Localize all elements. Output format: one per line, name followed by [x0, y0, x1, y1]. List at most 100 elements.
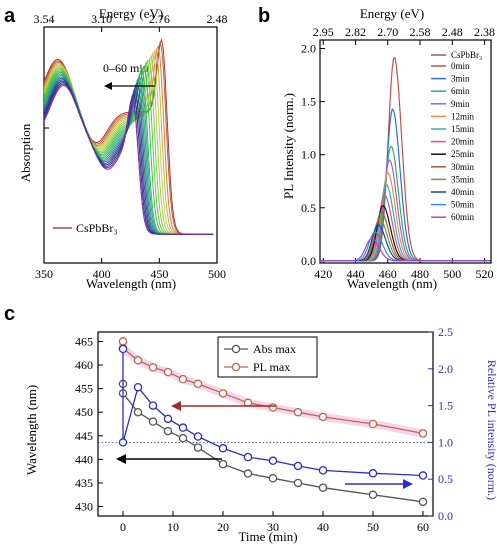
panel-c-abs-max-point — [243, 469, 253, 478]
panel-c-intensity-arrowhead — [403, 479, 413, 489]
panel-a-x-tick-label: 450 — [150, 267, 168, 281]
panel-c-relative-pl-intensity-point — [368, 469, 378, 478]
panel-c-x-axis-label: Time (min) — [238, 529, 297, 544]
panel-b-top-tick-label: 2.95 — [313, 25, 334, 39]
panel-c-abs-max-point — [318, 483, 328, 492]
panel-c-relative-pl-intensity-point — [418, 471, 428, 480]
panel-c-relative-pl-intensity-point — [118, 438, 128, 447]
panel-a-top-tick-label: 2.48 — [207, 12, 228, 26]
panel-c-x-tick-label: 60 — [417, 520, 429, 534]
panel-c-y2-tick-label: 1.5 — [438, 399, 453, 413]
panel-b-top-tick-label: 2.58 — [410, 25, 431, 39]
panel-c-abs-max-point — [148, 417, 158, 426]
panel-c-abs-max-point — [293, 478, 303, 488]
panel-a-absorption-curve — [43, 82, 214, 235]
panel-c-pl-max-point — [133, 356, 143, 365]
panel-c-relative-pl-intensity-point — [163, 414, 173, 424]
panel-c-abs-arrowhead — [116, 454, 126, 464]
panel-c-abs-max-point — [178, 433, 188, 443]
panel-c-y2-tick-label: 2.5 — [438, 325, 453, 339]
panel-c-pl-max-point — [163, 367, 173, 377]
panel-c-x-tick-label: 40 — [317, 520, 329, 534]
panel-c-relative-pl-intensity-point — [243, 452, 253, 462]
panel-c-plot-frame — [97, 331, 434, 517]
panel-c-relative-pl-intensity-point — [293, 461, 303, 471]
panel-b-x-axis-label: Wavelength (nm) — [347, 276, 437, 291]
panel-c-abs-max-point — [268, 474, 278, 483]
panel-c-relative-pl-intensity-point — [148, 401, 158, 410]
panel-c-pl-max-point — [243, 398, 253, 408]
panel-c-pl-max-point — [418, 429, 428, 438]
panel-a-absorption-curve — [43, 79, 214, 235]
panel-a-top-tick-label: 3.10 — [91, 12, 112, 26]
panel-b-y-tick-label: 1.0 — [301, 148, 316, 162]
panel-b-x-tick-label: 520 — [476, 267, 494, 281]
panel-b-legend-label: 50min — [451, 200, 475, 210]
panel-b-legend-label: 30min — [451, 162, 475, 172]
panel-c-pl-max-point — [268, 403, 278, 412]
panel-a-annotation-arrowhead — [104, 82, 112, 90]
panel-b-legend-label: 9min — [451, 99, 470, 109]
panel-c-abs-max-point — [218, 459, 228, 469]
panel-b-legend-title: CsPbBr₃ — [451, 50, 482, 60]
panel-c-y2-tick-label: 0.0 — [438, 509, 453, 523]
panel-c-x-tick-label: 50 — [367, 520, 379, 534]
panel-c-pl-max-point — [368, 419, 378, 429]
panel-b-x-tick-label: 460 — [379, 267, 397, 281]
panel-a-legend-label: CsPbBr₃ — [76, 221, 118, 235]
panel-b-legend-label: 0min — [451, 61, 470, 71]
panel-c-abs-max-point — [418, 497, 428, 507]
panel-c-y2-tick-label: 2.0 — [438, 362, 453, 376]
panel-a-top-tick-label: 2.76 — [149, 12, 170, 26]
panel-a-plot-frame — [43, 26, 218, 264]
panel-a-x-tick-label: 500 — [208, 267, 226, 281]
panel-a-absorption-curve — [43, 71, 214, 235]
panel-a-absorption-curve — [43, 77, 214, 235]
panel-c-pl-max-point — [118, 337, 128, 346]
panel-c-abs-max-point — [368, 490, 378, 500]
panel-c-relative-pl-intensity-point — [178, 423, 188, 432]
panel-a-annotation: 0–60 min — [103, 61, 149, 75]
panel-b-y-tick-label: 2.0 — [301, 41, 316, 55]
panel-a-x-axis-label: Wavelength (nm) — [86, 276, 176, 291]
panel-c-y-tick-label: 445 — [75, 429, 93, 443]
panel-a-absorption-curve — [43, 76, 214, 235]
panel-c-pl-max-point — [178, 374, 188, 384]
panel-c-y-tick-label: 465 — [75, 334, 93, 348]
panel-c-y-axis-label: Wavelength (nm) — [24, 385, 39, 475]
panel-a-absorption-curve — [43, 80, 214, 235]
panel-b-x-tick-label: 420 — [314, 267, 332, 281]
panel-letter-a: a — [4, 5, 16, 27]
panel-c-pl-max-point — [318, 412, 328, 422]
panel-c-y2-tick-label: 0.5 — [438, 472, 453, 486]
panel-letter-b: b — [258, 5, 270, 27]
panel-c-relative-pl-intensity-point — [193, 432, 203, 441]
panel-c-pl-max-point — [293, 407, 303, 417]
panel-c-y-tick-label: 430 — [75, 500, 93, 514]
panel-c-legend-label: PL max — [253, 360, 290, 374]
panel-c-legend-marker — [231, 344, 241, 354]
panel-b-top-tick-label: 2.48 — [442, 25, 463, 39]
panel-letter-c: c — [4, 303, 15, 325]
panel-a-absorption-curve — [43, 85, 214, 235]
panel-b-y-axis-label: PL Intensity (norm.) — [281, 93, 296, 199]
panel-b-legend-label: 20min — [451, 137, 475, 147]
panel-a-y-axis-label: Absorption — [18, 123, 33, 182]
panel-c-relative-pl-intensity-point — [133, 382, 143, 392]
panel-c-abs-max-point — [193, 443, 203, 452]
panel-b-legend-label: 40min — [451, 187, 475, 197]
panel-b-legend-label: 15min — [451, 124, 475, 134]
panel-b-top-axis-label: Energy (eV) — [360, 6, 424, 21]
panel-c-abs-max-point — [133, 407, 143, 417]
panel-c-x-tick-label: 30 — [267, 520, 279, 534]
panel-b-legend-label: 60min — [451, 212, 475, 222]
panel-c-relative-pl-intensity-point — [218, 444, 228, 453]
panel-c-pl-max-point — [193, 379, 203, 389]
panel-c-y-tick-label: 435 — [75, 476, 93, 490]
panel-c-x-tick-label: 10 — [167, 520, 179, 534]
panel-a-absorption-curve — [43, 83, 214, 235]
panel-a-absorption-curve — [43, 74, 214, 235]
panel-c-pl-max-point — [218, 389, 228, 398]
panel-c-x-tick-label: 20 — [217, 520, 229, 534]
panel-b-legend-label: 6min — [451, 86, 470, 96]
